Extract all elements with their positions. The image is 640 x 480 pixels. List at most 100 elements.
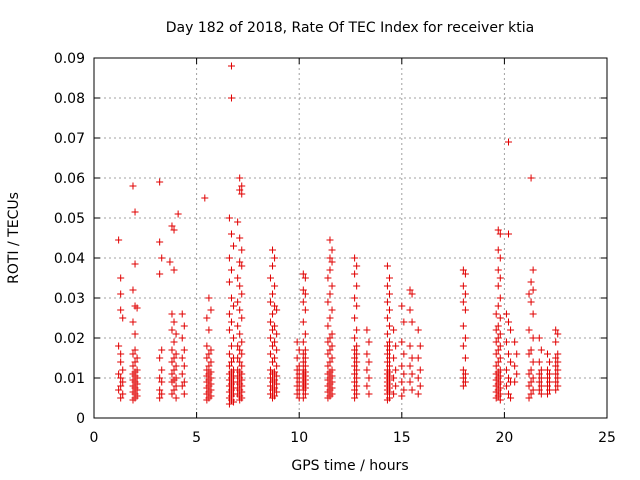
data-point [269,358,277,366]
data-point [535,386,543,394]
data-point [537,346,545,354]
data-point [383,358,391,366]
x-tick-label: 0 [90,430,99,446]
data-point [492,388,500,396]
data-point [496,396,504,404]
data-point [383,330,391,338]
data-point [131,346,139,354]
data-point [115,342,123,350]
data-point [225,350,233,358]
data-point [328,354,336,362]
data-point [115,386,123,394]
data-point [234,342,242,350]
data-point [238,246,246,254]
data-point [207,346,215,354]
data-point [328,246,336,254]
data-point [293,366,301,374]
data-point [461,290,469,298]
data-point [326,358,334,366]
data-point [326,254,334,262]
data-point [299,350,307,358]
data-point [492,394,500,402]
data-point [351,362,359,370]
data-point [390,374,398,382]
data-point [170,318,178,326]
data-point [238,350,246,358]
data-point [238,262,246,270]
data-point [363,382,371,390]
data-point [301,390,309,398]
data-point [203,366,211,374]
data-point [529,266,537,274]
data-point [535,358,543,366]
data-point [408,386,416,394]
data-point [201,194,209,202]
data-point [225,382,233,390]
data-point [299,318,307,326]
data-point [269,310,277,318]
data-point [238,388,246,396]
data-point [554,374,562,382]
data-point [227,62,235,70]
data-point [353,382,361,390]
data-point [527,278,535,286]
data-point [537,382,545,390]
data-point [461,354,469,362]
data-point [168,326,176,334]
data-point [301,354,309,362]
data-point [205,294,213,302]
data-point [299,394,307,402]
data-point [353,262,361,270]
data-point [408,370,416,378]
data-point [328,330,336,338]
data-point [293,354,301,362]
data-point [363,326,371,334]
data-point [227,342,235,350]
data-point [203,372,211,380]
data-point [236,330,244,338]
data-point [505,230,513,238]
data-point [513,350,521,358]
data-point [326,266,334,274]
data-point [351,254,359,262]
data-point [133,380,141,388]
data-point [234,218,242,226]
data-point [351,354,359,362]
data-point [392,382,400,390]
data-point [168,346,176,354]
data-point [172,362,180,370]
data-point [494,322,502,330]
data-point [385,306,393,314]
data-point [383,262,391,270]
data-point [234,354,242,362]
data-point [225,388,233,396]
y-tick-label: 0.07 [54,131,85,147]
data-point [230,242,238,250]
data-point [543,374,551,382]
data-point [502,366,510,374]
data-point [324,370,332,378]
data-point [406,286,414,294]
data-point [398,392,406,400]
data-point [351,270,359,278]
data-point [552,362,560,370]
data-point [301,274,309,282]
data-point [326,314,334,322]
data-point [324,322,332,330]
data-point [459,322,467,330]
data-point [236,186,244,194]
data-point [266,318,274,326]
data-point [398,362,406,370]
data-point [266,298,274,306]
data-point [554,382,562,390]
data-point [494,302,502,310]
data-point [494,346,502,354]
data-point [156,374,164,382]
data-point [230,398,238,406]
data-point [301,362,309,370]
data-point [238,376,246,384]
x-tick-label: 5 [192,430,201,446]
data-point [324,350,332,358]
data-point [269,326,277,334]
data-point [178,370,186,378]
